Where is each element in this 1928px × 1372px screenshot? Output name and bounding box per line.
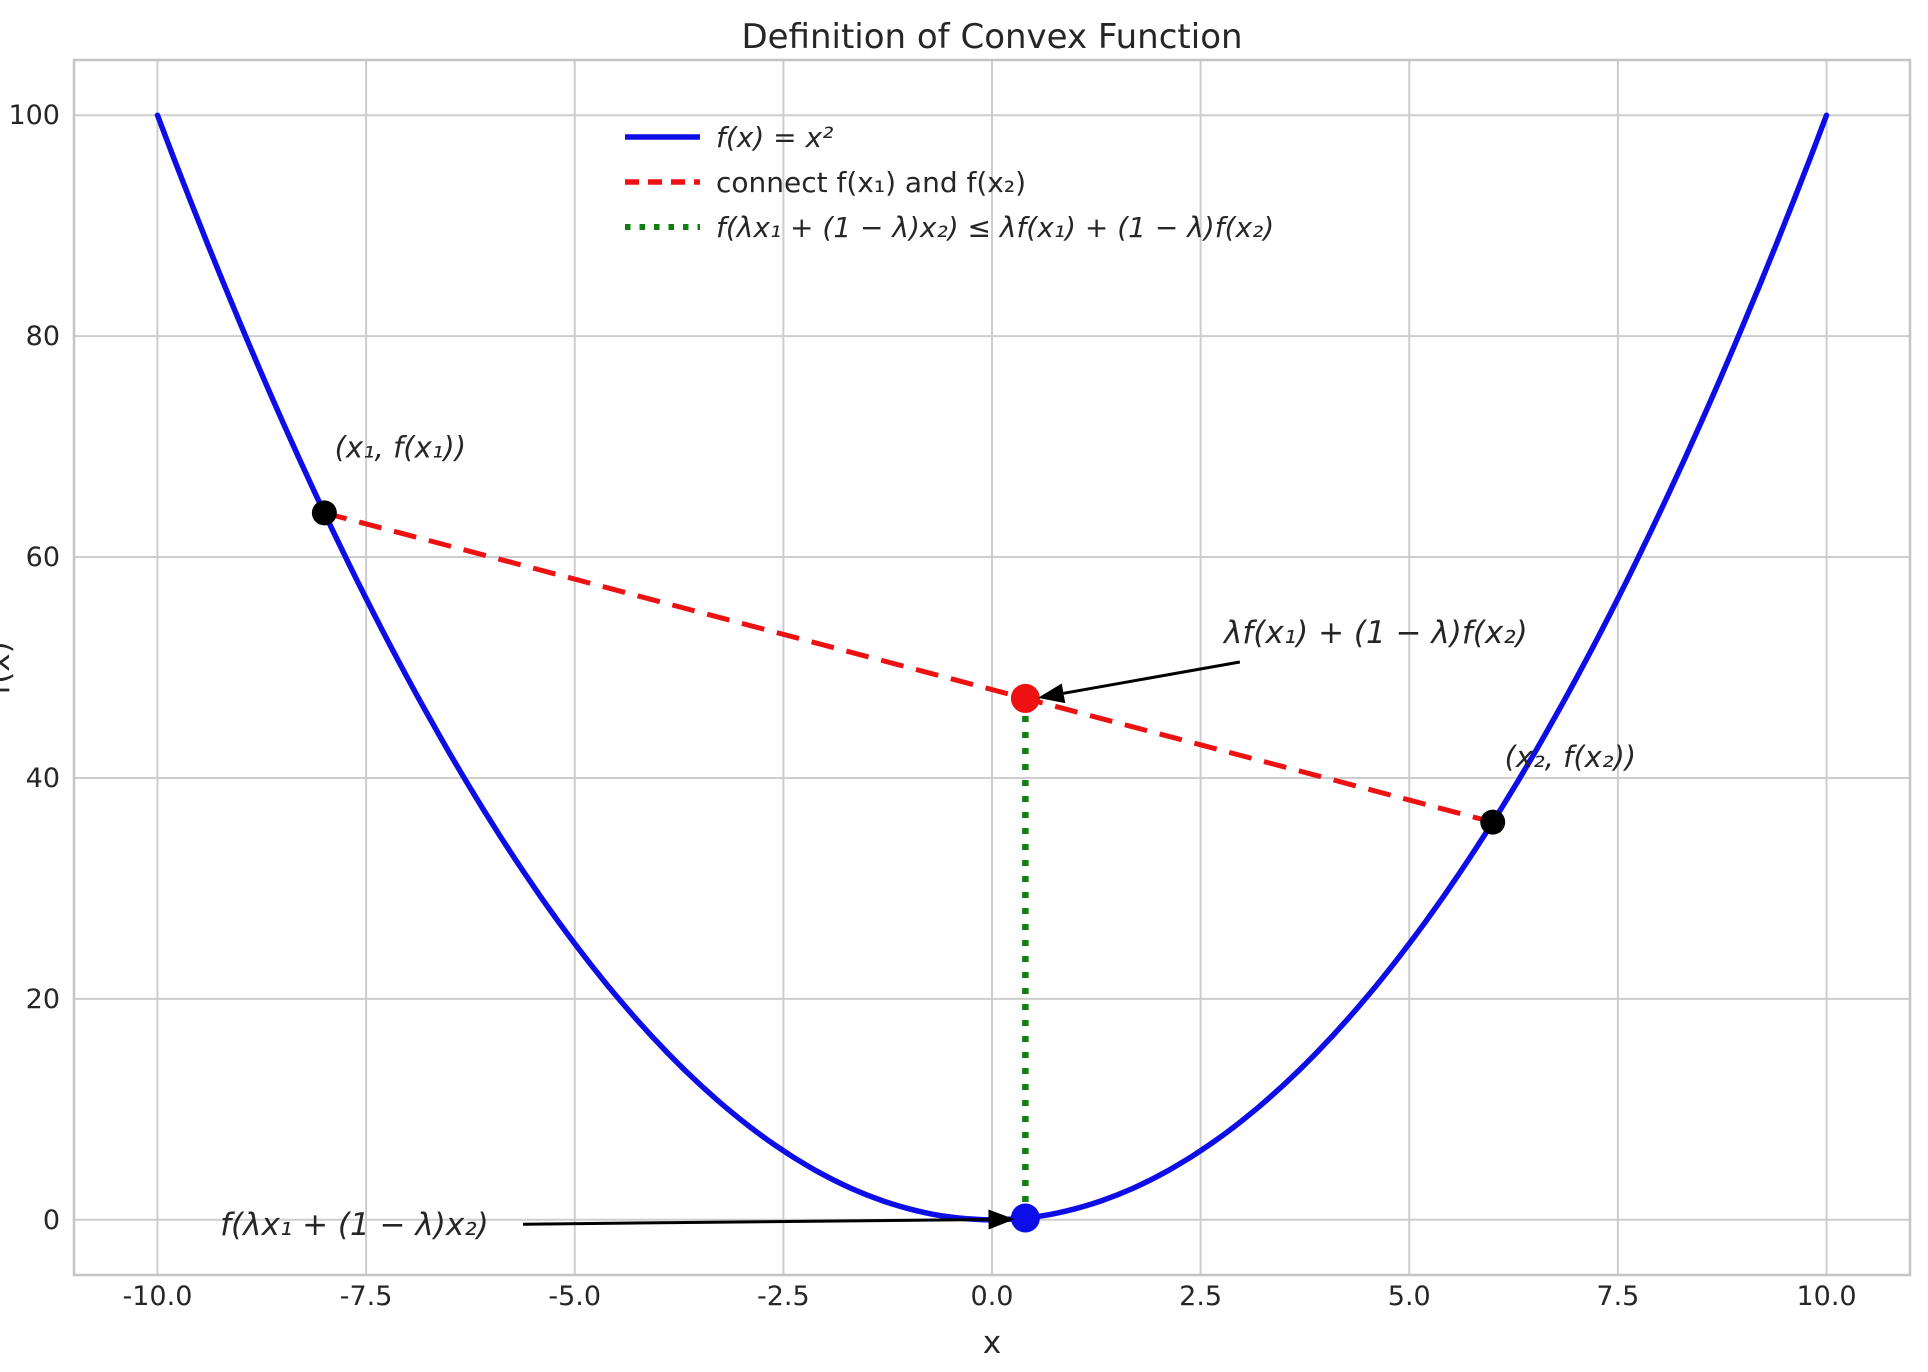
annotation-arrow-line [1063,660,1241,695]
chart-title: Definition of Convex Function [741,17,1242,57]
y-tick-label: 20 [26,984,60,1015]
legend-label: f(x) = x² [716,121,833,154]
x-tick-label: 5.0 [1388,1281,1431,1312]
y-tick-label: 100 [8,100,60,131]
y-axis-label: f(x) [0,641,17,694]
data-point-2 [1010,683,1040,713]
x-tick-label: 2.5 [1179,1281,1222,1312]
x-tick-label: 10.0 [1796,1281,1856,1312]
annotation-text: f(λx₁ + (1 − λ)x₂) [220,1207,489,1243]
x-tick-label: -5.0 [548,1281,601,1312]
x-axis-label: x [983,1325,1001,1361]
x-tick-label: -10.0 [123,1281,193,1312]
plot-border [72,58,1912,1277]
annotation-arrow-head [1037,683,1066,704]
legend-label: connect f(x₁) and f(x₂) [716,166,1026,199]
data-point-3 [1010,1203,1040,1233]
data-point-1 [1480,809,1506,835]
annotation-arrow-line [522,1217,989,1226]
point-label: (x₂, f(x₂)) [1505,740,1636,774]
annotation-arrow-head [988,1209,1015,1230]
y-tick-label: 80 [26,321,60,352]
data-point-0 [311,500,337,526]
y-tick-label: 40 [26,763,60,794]
chord-line [323,510,1494,825]
annotations-layer: λf(x₁) + (1 − λ)f(x₂) f(λx₁ + (1 − λ)x₂) [220,615,1528,1243]
y-tick-label: 60 [26,542,60,573]
x-tick-label: -2.5 [757,1281,810,1312]
x-tick-label: -7.5 [340,1281,393,1312]
legend-label: f(λx₁ + (1 − λ)x₂) ≤ λf(x₁) + (1 − λ)f(x… [716,211,1274,244]
x-tick-label: 7.5 [1596,1281,1639,1312]
points-layer: (x₁, f(x₁)) (x₂, f(x₂)) [311,431,1636,1233]
y-tick-label: 0 [43,1205,60,1236]
tick-labels-layer: -10.0 -7.5 -5.0 -2.5 0.0 2.5 5.0 7.5 10.0 0 20 40 60… [8,100,1856,1312]
legend: f(x) = x² connect f(x₁) and f(x₂) f(λx₁ + … [625,121,1274,244]
point-label: (x₁, f(x₁)) [335,431,466,465]
annotation-text: λf(x₁) + (1 − λ)f(x₂) [1222,615,1528,651]
x-tick-label: 0.0 [971,1281,1014,1312]
